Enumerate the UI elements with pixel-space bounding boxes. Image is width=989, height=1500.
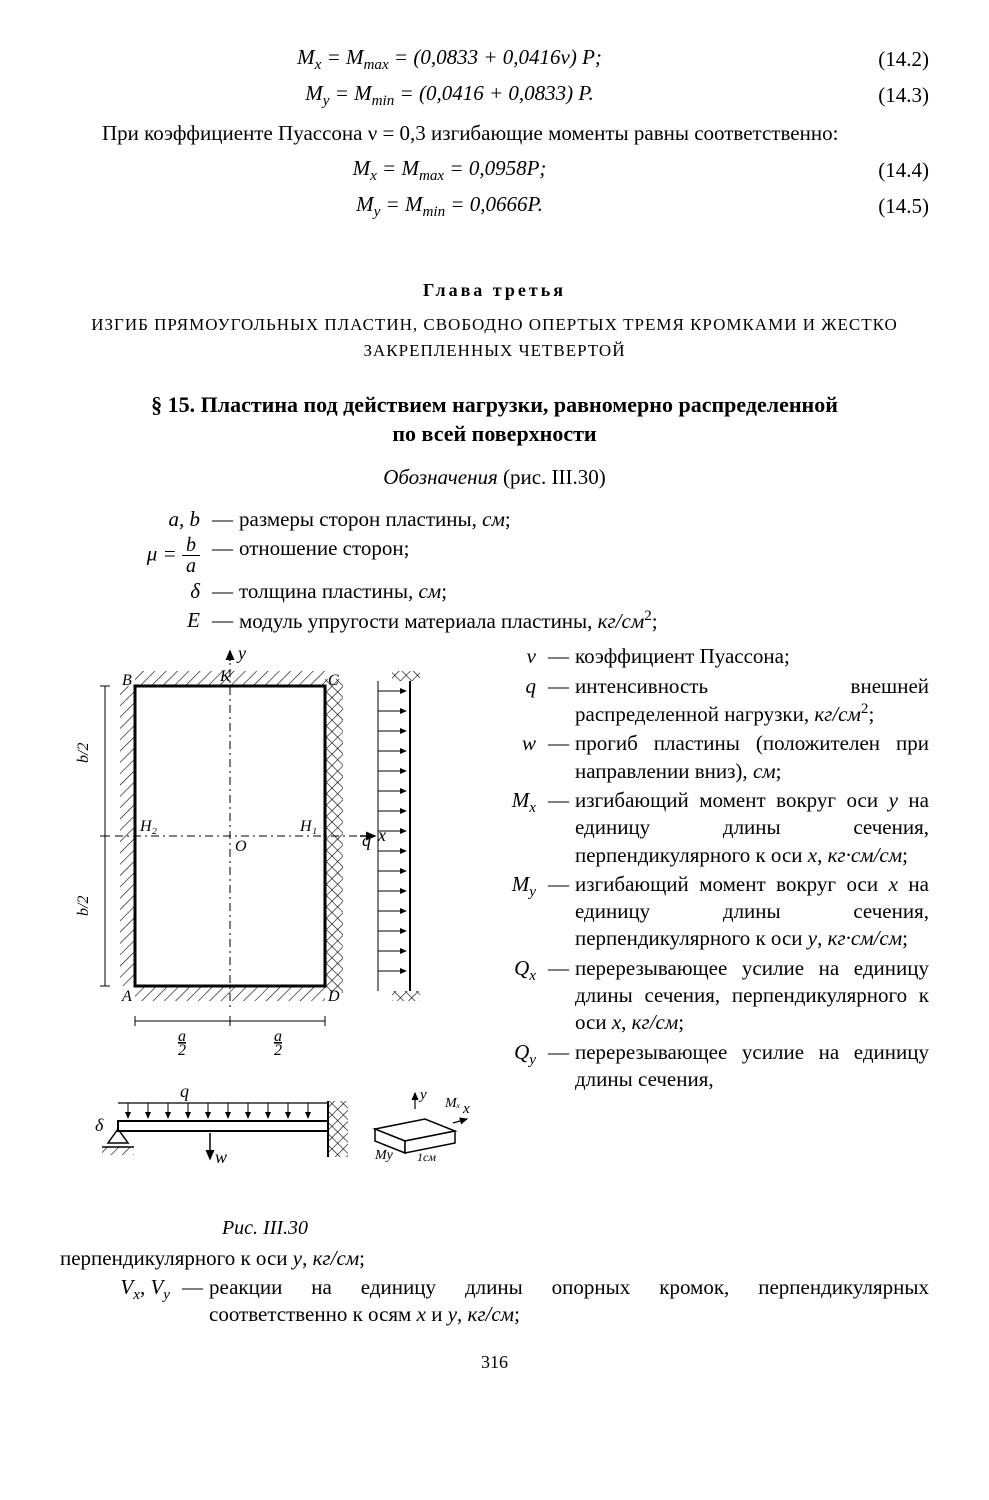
designations-italic: Обозначения xyxy=(383,465,498,489)
definition-dash: — xyxy=(206,607,239,634)
svg-text:w: w xyxy=(215,1147,227,1167)
definition-text: модуль упругости материала пластины, кг/… xyxy=(239,607,929,635)
figure-caption: Рис. III.30 xyxy=(60,1215,470,1241)
svg-text:A: A xyxy=(121,988,132,1005)
definition-row: Qy—перерезывающее усилие на единицу длин… xyxy=(488,1039,929,1094)
figure-iii-30: y x B K C A D H₂ H₁ O xyxy=(60,641,470,1201)
svg-text:2: 2 xyxy=(274,1042,282,1059)
definition-text: прогиб пластины (положителен при направл… xyxy=(575,730,929,785)
definition-symbol: Qx xyxy=(488,955,542,987)
definition-row: E—модуль упругости материала пластины, к… xyxy=(70,607,929,635)
definition-dash: — xyxy=(206,578,239,605)
designations-ref: (рис. III.30) xyxy=(498,465,606,489)
definition-text: изгибающий момент вокруг оси x на единиц… xyxy=(575,871,929,953)
definition-dash: — xyxy=(542,1039,575,1066)
definition-symbol: q xyxy=(488,673,542,700)
definition-dash: — xyxy=(206,506,239,533)
svg-text:b/2: b/2 xyxy=(75,896,92,916)
definition-text: интенсивность внешней распределенной наг… xyxy=(575,673,929,729)
svg-text:b/2: b/2 xyxy=(75,743,92,763)
svg-text:My: My xyxy=(374,1148,394,1163)
svg-text:y: y xyxy=(236,643,246,663)
definition-dash: — xyxy=(542,787,575,814)
chapter-label: Глава третья xyxy=(60,279,929,302)
definition-row: My—изгибающий момент вокруг оси x на еди… xyxy=(488,871,929,953)
definition-text: реакции на единицу длины опорных кромок,… xyxy=(209,1274,929,1329)
definitions-bottom: перпендикулярного к оси y, кг/см;Vx, Vy—… xyxy=(60,1245,929,1329)
definition-text: размеры сторон пластины, см; xyxy=(239,506,929,533)
definition-row: Mx—изгибающий момент вокруг оси y на еди… xyxy=(488,787,929,869)
equation-14-3: My = Mmin = (0,0416 + 0,0833) P. (14.3) xyxy=(60,80,929,112)
definition-symbol: Qy xyxy=(488,1039,542,1071)
definition-text: отношение сторон; xyxy=(239,535,929,562)
definition-symbol: a, b xyxy=(70,506,206,533)
definition-dash: — xyxy=(542,673,575,700)
svg-text:δ: δ xyxy=(95,1115,104,1135)
svg-text:q: q xyxy=(362,830,371,850)
equation-number: (14.4) xyxy=(839,157,929,184)
definition-text: толщина пластины, см; xyxy=(239,578,929,605)
equation-14-2: Mx = Mmax = (0,0833 + 0,0416ν) P; (14.2) xyxy=(60,44,929,76)
equation-14-5: My = Mmin = 0,0666P. (14.5) xyxy=(60,191,929,223)
definition-dash: — xyxy=(176,1274,209,1301)
definition-row: Qx—перерезывающее усилие на единицу длин… xyxy=(488,955,929,1037)
definition-text: перерезывающее усилие на единицу длины с… xyxy=(575,955,929,1037)
svg-text:1см: 1см xyxy=(417,1150,436,1164)
equation-body: Mx = Mmax = (0,0833 + 0,0416ν) P; xyxy=(60,44,839,76)
definition-text: коэффициент Пуассона; xyxy=(575,643,929,670)
definition-symbol: My xyxy=(488,871,542,903)
equation-body: My = Mmin = (0,0416 + 0,0833) P. xyxy=(60,80,839,112)
definition-symbol: ν xyxy=(488,643,542,670)
definition-symbol: w xyxy=(488,730,542,757)
definition-dash: — xyxy=(542,643,575,670)
svg-text:O: O xyxy=(235,838,247,855)
definition-symbol: Vx, Vy xyxy=(60,1274,176,1306)
definitions-top: a, b—размеры сторон пластины, см;μ = ba—… xyxy=(70,506,929,636)
equation-number: (14.3) xyxy=(839,82,929,109)
svg-text:H₂: H₂ xyxy=(139,818,158,835)
definition-row: ν—коэффициент Пуассона; xyxy=(488,643,929,670)
svg-text:H₁: H₁ xyxy=(299,818,317,835)
paragraph-poisson: При коэффициенте Пуассона ν = 0,3 изгиба… xyxy=(60,120,929,147)
definition-row: перпендикулярного к оси y, кг/см; xyxy=(60,1245,929,1272)
equation-14-4: Mx = Mmax = 0,0958P; (14.4) xyxy=(60,155,929,187)
svg-text:q: q xyxy=(180,1081,189,1101)
definition-dash: — xyxy=(542,730,575,757)
chapter-title: ИЗГИБ ПРЯМОУГОЛЬНЫХ ПЛАСТИН, СВОБОДНО ОП… xyxy=(60,312,929,363)
svg-text:x: x xyxy=(462,1101,470,1117)
equation-body: My = Mmin = 0,0666P. xyxy=(60,191,839,223)
definition-symbol: δ xyxy=(70,578,206,605)
definition-text: изгибающий момент вокруг оси y на единиц… xyxy=(575,787,929,869)
definition-dash: — xyxy=(542,955,575,982)
svg-text:2: 2 xyxy=(178,1042,186,1059)
definition-dash: — xyxy=(542,871,575,898)
definition-dash: — xyxy=(206,535,239,562)
definition-text: перпендикулярного к оси y, кг/см; xyxy=(60,1245,929,1272)
svg-text:y: y xyxy=(418,1087,427,1103)
definition-symbol: μ = ba xyxy=(70,535,206,576)
definition-row: a, b—размеры сторон пластины, см; xyxy=(70,506,929,533)
definition-row: δ—толщина пластины, см; xyxy=(70,578,929,605)
definition-row: μ = ba—отношение сторон; xyxy=(70,535,929,576)
definition-text: перерезывающее усилие на единицу длины с… xyxy=(575,1039,929,1094)
svg-text:Mₓ: Mₓ xyxy=(444,1096,461,1111)
page-number: 316 xyxy=(60,1351,929,1374)
definition-row: Vx, Vy—реакции на единицу длины опорных … xyxy=(60,1274,929,1329)
equation-body: Mx = Mmax = 0,0958P; xyxy=(60,155,839,187)
definition-row: w—прогиб пластины (положителен при напра… xyxy=(488,730,929,785)
section-title: § 15. Пластина под действием нагрузки, р… xyxy=(140,391,849,448)
equation-number: (14.2) xyxy=(839,46,929,73)
designations-heading: Обозначения (рис. III.30) xyxy=(60,464,929,491)
equation-number: (14.5) xyxy=(839,193,929,220)
definition-row: q—интенсивность внешней распределенной н… xyxy=(488,673,929,729)
definition-symbol: E xyxy=(70,607,206,634)
definitions-right: ν—коэффициент Пуассона;q—интенсивность в… xyxy=(488,641,929,1240)
definition-symbol: Mx xyxy=(488,787,542,819)
